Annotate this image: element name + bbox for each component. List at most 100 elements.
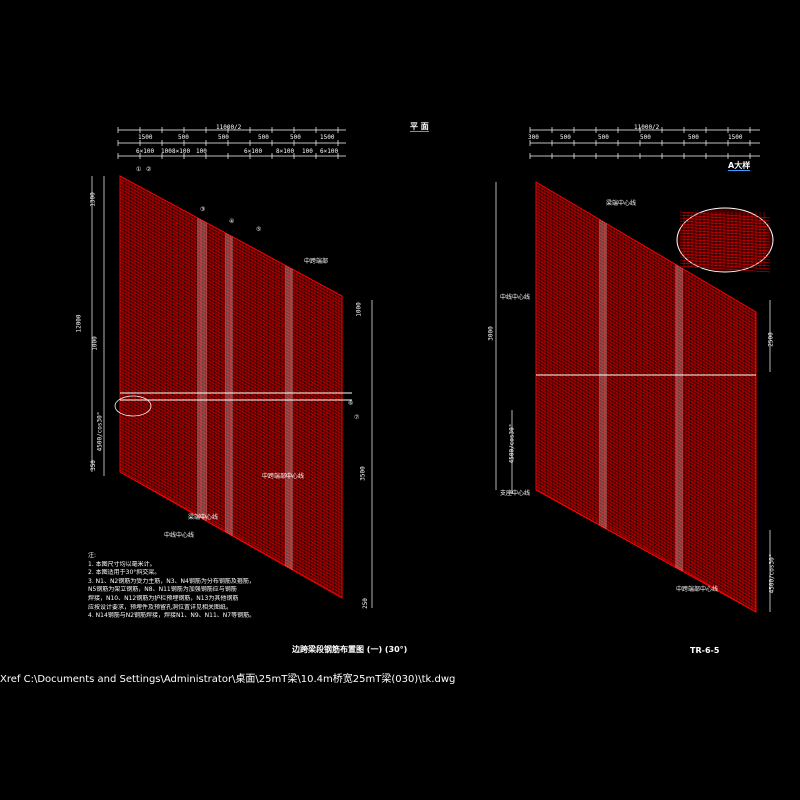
right-grid-hbar — [535, 482, 757, 613]
left-grid-hbar — [119, 402, 343, 524]
left-grid-hbar — [119, 287, 343, 409]
right-vdim-0: 3000 — [487, 326, 495, 341]
left-grid-hbar — [119, 374, 343, 495]
left-grid-hbar — [119, 217, 343, 338]
left-grid-hbar — [119, 354, 343, 476]
notes-header: 注: — [88, 552, 97, 559]
left-dim-row2-2: 8×100 — [172, 148, 191, 155]
left-vdim-0: 1300 — [89, 192, 97, 207]
right-grid-hbar — [535, 357, 757, 489]
left-label-0: 中跨端部 — [304, 258, 329, 265]
notes-block: 注: 1. 本图尺寸均以毫米计。 2. 本图适用于30°斜交梁。 3. N1、N… — [88, 552, 298, 621]
right-grid-hbar — [535, 444, 757, 575]
right-label-3: 中跨端部中心线 — [676, 586, 719, 593]
left-grid-hbar — [119, 239, 343, 361]
left-grid-hbar — [119, 188, 343, 310]
left-grid-hbar — [119, 450, 343, 572]
left-grid-hbar — [119, 226, 343, 348]
detail-a-bar — [679, 214, 771, 222]
left-grid-hbar — [119, 471, 343, 598]
left-grid-hbar — [119, 310, 343, 431]
left-callout-3: ③ — [200, 206, 206, 213]
left-grid-hbar — [119, 418, 343, 540]
right-grid-hbar — [535, 325, 757, 457]
left-grid-hbar — [119, 431, 343, 553]
left-grid-hbar — [119, 278, 343, 399]
right-grid-hbar — [535, 271, 757, 402]
right-grid-hbar — [535, 197, 757, 329]
left-grid-hbar — [119, 338, 343, 460]
right-grid-hbar — [535, 255, 757, 386]
detail-a-bar — [679, 220, 771, 228]
left-grid-hbar — [119, 271, 343, 393]
left-grid-hbar — [119, 319, 343, 441]
right-grid-hbar — [535, 252, 757, 383]
left-grid-hbar — [119, 178, 343, 300]
right-grid-hbar — [535, 418, 757, 550]
right-grid-hbar — [535, 392, 757, 524]
left-grid-hbar — [119, 447, 343, 569]
right-grid-hbar — [535, 242, 757, 374]
left-grid-hbar — [119, 409, 343, 530]
left-callout-7: ⑦ — [354, 414, 360, 421]
left-grid-hbar — [119, 422, 343, 543]
right-grid-hbar — [535, 370, 757, 502]
right-grid-hbar — [535, 479, 757, 610]
left-vdim-2: 1000 — [91, 336, 99, 351]
right-grid-hbar — [535, 383, 757, 514]
left-grid-hbar — [119, 223, 343, 345]
right-grid-hbar — [535, 319, 757, 450]
right-grid-hbar — [535, 405, 757, 537]
right-label-0: 梁端中心线 — [606, 200, 637, 207]
right-dim-row1-4: 500 — [688, 134, 699, 141]
right-grid-hbar — [535, 466, 757, 598]
left-grid-hbar — [119, 358, 343, 479]
left-grid-hbar — [119, 396, 343, 518]
left-callout-4: ④ — [229, 218, 235, 225]
left-grid-hbar — [119, 210, 343, 332]
right-label-1: 中线中心线 — [500, 294, 531, 301]
right-grid-hbar — [535, 207, 757, 338]
left-grid-hbar — [119, 182, 343, 303]
right-grid-hbar — [535, 341, 757, 473]
left-grid-hbar — [119, 364, 343, 486]
left-grid-hbar — [119, 262, 343, 383]
right-grid-hbar — [535, 236, 757, 367]
right-grid-hbar — [535, 213, 757, 345]
right-rebar-grid — [535, 181, 757, 613]
left-grid-hbar — [119, 233, 343, 354]
left-grid-hbar — [119, 207, 343, 329]
right-grid-hbar — [535, 415, 757, 546]
left-grid-hbar — [119, 444, 343, 566]
left-grid-hbar — [119, 242, 343, 364]
detail-a-bar — [679, 256, 771, 264]
left-grid-hbar — [119, 428, 343, 550]
right-dim-row1-1: 500 — [560, 134, 571, 141]
left-callout-2: ② — [146, 166, 152, 173]
right-grid-hbar — [535, 293, 757, 425]
right-grid-hbar — [535, 184, 757, 316]
left-grid-hbar — [119, 185, 343, 306]
left-grid-hbar — [119, 316, 343, 438]
left-grid-hbar — [119, 329, 343, 450]
detail-a-bar — [679, 238, 771, 246]
left-grid-hbar — [119, 351, 343, 473]
right-grid-hbar — [535, 408, 757, 540]
left-grid-hbar — [119, 406, 343, 527]
left-grid-hbar — [119, 204, 343, 326]
right-grid-hbar — [535, 463, 757, 594]
left-dim-row2-3: 100 — [196, 148, 207, 155]
detail-a-bar — [679, 244, 771, 252]
right-grid-hbar — [535, 332, 757, 463]
left-grid-hbar — [119, 441, 343, 562]
left-grid-hbar — [119, 438, 343, 559]
detail-a-bar — [679, 247, 771, 255]
left-vdim-1: 12000 — [75, 314, 83, 333]
left-top-title: 平 面 — [410, 122, 429, 132]
left-grid-hbar — [119, 348, 343, 470]
detail-a-bar — [679, 262, 771, 270]
detail-a-bar — [679, 229, 771, 237]
left-grid-hbar — [119, 201, 343, 322]
left-grid-hbar — [119, 281, 343, 402]
